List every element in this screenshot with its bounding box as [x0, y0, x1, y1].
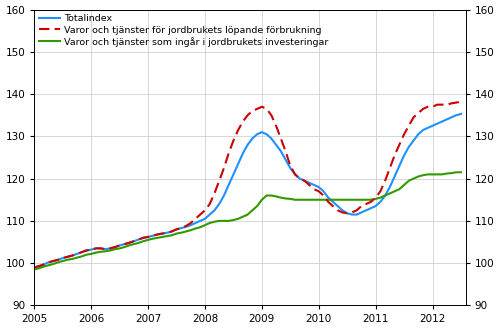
Totalindex — [131, 239, 137, 243]
Totalindex — [140, 236, 146, 240]
Varor och tjänster som ingår i jordbrukets investeringar — [392, 189, 398, 193]
Varor och tjänster som ingår i jordbrukets investeringar — [140, 239, 146, 243]
Totalindex — [458, 112, 464, 116]
Line: Varor och tjänster som ingår i jordbrukets investeringar: Varor och tjänster som ingår i jordbruke… — [34, 172, 461, 270]
Varor och tjänster för jordbrukets löpande förbrukning — [140, 236, 146, 240]
Totalindex — [444, 117, 450, 121]
Varor och tjänster för jordbrukets löpande förbrukning — [448, 101, 454, 105]
Legend: Totalindex, Varor och tjänster för jordbrukets löpande förbrukning, Varor och tj: Totalindex, Varor och tjänster för jordb… — [37, 13, 330, 49]
Varor och tjänster som ingår i jordbrukets investeringar — [458, 170, 464, 174]
Varor och tjänster för jordbrukets löpande förbrukning — [32, 265, 38, 269]
Varor och tjänster som ingår i jordbrukets investeringar — [32, 268, 38, 272]
Varor och tjänster för jordbrukets löpande förbrukning — [131, 239, 137, 243]
Totalindex — [84, 248, 89, 252]
Totalindex — [392, 175, 398, 179]
Line: Varor och tjänster för jordbrukets löpande förbrukning: Varor och tjänster för jordbrukets löpan… — [34, 102, 461, 267]
Varor och tjänster som ingår i jordbrukets investeringar — [131, 242, 137, 246]
Varor och tjänster som ingår i jordbrukets investeringar — [453, 170, 459, 174]
Varor och tjänster för jordbrukets löpande förbrukning — [84, 248, 89, 252]
Varor och tjänster för jordbrukets löpande förbrukning — [444, 103, 450, 107]
Line: Totalindex: Totalindex — [34, 114, 461, 267]
Varor och tjänster för jordbrukets löpande förbrukning — [392, 153, 398, 157]
Varor och tjänster för jordbrukets löpande förbrukning — [458, 100, 464, 104]
Varor och tjänster som ingår i jordbrukets investeringar — [444, 172, 450, 176]
Varor och tjänster som ingår i jordbrukets investeringar — [84, 253, 89, 257]
Varor och tjänster som ingår i jordbrukets investeringar — [448, 171, 454, 175]
Totalindex — [448, 115, 454, 119]
Totalindex — [32, 265, 38, 269]
